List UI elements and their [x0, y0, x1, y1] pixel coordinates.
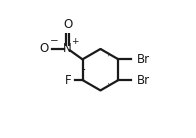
- Text: N: N: [63, 42, 72, 55]
- Text: O: O: [40, 42, 49, 55]
- Text: F: F: [65, 74, 72, 87]
- Text: O: O: [63, 18, 72, 31]
- Text: +: +: [71, 37, 78, 46]
- Text: Br: Br: [136, 74, 150, 87]
- Text: Br: Br: [136, 53, 150, 66]
- Text: −: −: [49, 36, 58, 46]
